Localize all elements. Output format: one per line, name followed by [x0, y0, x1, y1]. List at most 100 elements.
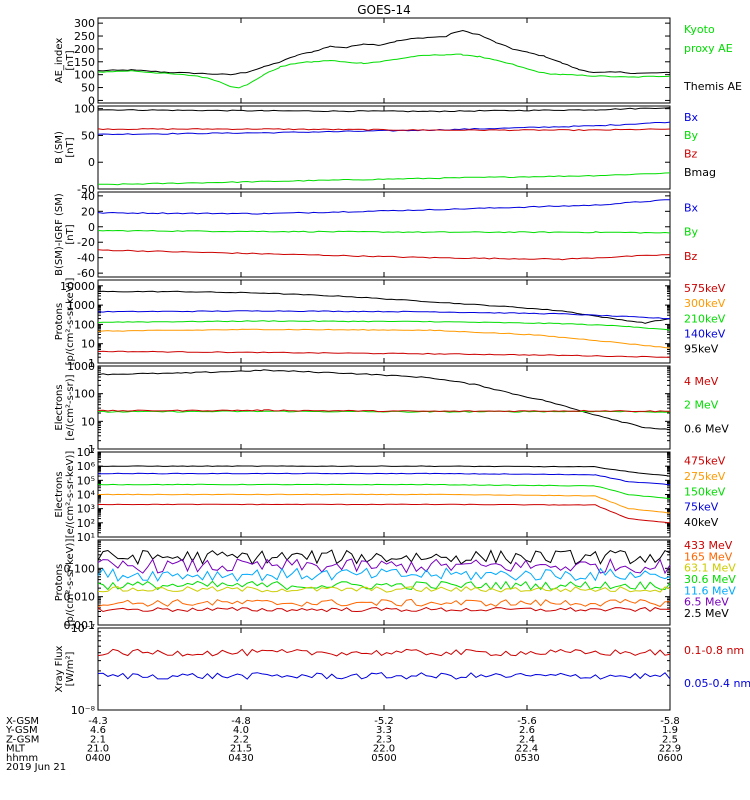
y-axis-label: Electrons [54, 471, 65, 517]
y-tick-label: 1000 [67, 299, 95, 312]
ephemeris-value: 0530 [514, 753, 539, 764]
y-tick-label: 40 [81, 190, 95, 203]
y-tick-label: 300 [74, 17, 95, 30]
series-line-6 [97, 607, 671, 613]
y-axis-label: Xray Flux [54, 645, 65, 692]
ephemeris-value: 1.9 [662, 725, 678, 736]
ephemeris-row-label: MLT [6, 744, 26, 755]
ephemeris-row-label: X-GSM [6, 716, 39, 727]
ephemeris-value: 2.1 [90, 734, 106, 745]
ephemeris-value: 0430 [228, 753, 253, 764]
series-line-5 [97, 598, 670, 608]
legend-entry: 300keV [684, 297, 726, 310]
series-line-3 [97, 328, 671, 349]
series-line-3 [97, 493, 671, 514]
y-axis-label: [p/(cm²-s-sr-keV)] [65, 278, 76, 366]
y-tick-label: 10 [81, 415, 95, 428]
y-axis-label: [e/(cm²-s-sr-keV)] [65, 451, 76, 539]
x-axis-block: X-GSM -4.3 -4.8 -5.2 -5.6 -5.8Y-GSM 4.6 4.0 3.3 2… [5, 716, 683, 773]
series-line-0 [97, 199, 670, 215]
y-tick-label: 100 [74, 103, 95, 116]
series-line-0 [97, 290, 671, 324]
legend-entry: 275keV [684, 470, 726, 483]
series-line-0 [97, 648, 671, 657]
series-line-0 [97, 465, 671, 477]
panel-xray: 10⁻⁷ 10⁻⁸ Xray Flux [W/m²] 0.1-0.8 nm 0.05-0.… [54, 622, 750, 717]
legend-entry: 0.6 MeV [684, 422, 729, 435]
legend-entry: Themis AE [683, 80, 742, 93]
legend-entry: 165 MeV [684, 550, 733, 563]
series-line-3 [97, 172, 671, 186]
series-line-4 [97, 350, 670, 358]
y-tick-label: 50 [81, 82, 95, 95]
y-tick-label: 250 [74, 30, 95, 43]
y-tick-label: 0.001 [64, 619, 96, 632]
y-tick-label: 0.100 [64, 562, 96, 575]
legend-entry: By [684, 226, 699, 239]
ephemeris-value: 22.0 [373, 744, 395, 755]
ephemeris-value: 2.5 [662, 734, 678, 745]
series-line-3 [97, 580, 671, 591]
y-tick-label: 10⁶ [77, 460, 96, 473]
series-line-1 [97, 472, 671, 486]
legend-entry: 150keV [684, 485, 726, 498]
series-line-1 [97, 672, 671, 680]
legend-entry: 475keV [684, 454, 726, 467]
ephemeris-value: 0400 [85, 753, 110, 764]
y-tick-label: 10⁷ [77, 446, 95, 459]
y-tick-label: 10⁻⁷ [71, 622, 95, 635]
y-tick-label: 10¹ [77, 531, 95, 544]
panel-protons_high: 0.100 0.010 0.001 Protons [p/(cm²-s-sr-keV)]… [54, 539, 736, 632]
series-line-0 [97, 107, 671, 113]
ephemeris-value: 2.2 [233, 734, 249, 745]
series-line-1 [97, 558, 671, 575]
y-tick-label: 20 [81, 205, 95, 218]
legend-entry: 95keV [684, 342, 719, 355]
y-axis-label: B (SM) [54, 131, 65, 164]
series-line-2 [97, 249, 671, 261]
legend-entry: 40keV [684, 516, 719, 529]
y-axis-label: [nT] [65, 137, 76, 157]
ephemeris-value: 2.4 [519, 734, 535, 745]
y-tick-label: 200 [74, 43, 95, 56]
ephemeris-value: -4.3 [88, 716, 108, 727]
panel-bsm: 100 50 0 -50 B (SM) [nT] Bx By Bz Bmag [54, 103, 716, 196]
y-axis-label: [nT] [65, 224, 76, 244]
y-tick-label: 0 [88, 221, 95, 234]
series-line-1 [97, 229, 671, 234]
panel-frame [97, 365, 671, 450]
y-tick-label: 150 [74, 56, 95, 69]
panel-frame [97, 627, 671, 711]
y-tick-label: 100 [74, 318, 95, 331]
ephemeris-value: 22.9 [659, 744, 681, 755]
series-line-2 [97, 128, 671, 132]
ephemeris-value: 0600 [657, 753, 682, 764]
series-line-0 [97, 549, 671, 566]
legend-entry: 2 MeV [684, 399, 719, 412]
y-axis-label: Protons [54, 564, 65, 601]
ephemeris-value: 4.0 [233, 725, 249, 736]
series-line-2 [97, 567, 671, 582]
series-line-1 [97, 310, 671, 320]
y-axis-label: [nT] [65, 50, 76, 70]
plot-title: GOES-14 [357, 3, 411, 17]
legend-entry: proxy AE [684, 42, 733, 55]
ephemeris-row-label: hhmm [6, 753, 38, 764]
series-line-1 [97, 53, 671, 89]
legend-entry: 140keV [684, 327, 726, 340]
y-tick-label: 10⁵ [77, 474, 95, 487]
ephemeris-value: -5.2 [374, 716, 394, 727]
legend-entry: Bx [684, 111, 699, 124]
legend-entry: 575keV [684, 282, 726, 295]
y-tick-label: 1 [88, 357, 95, 370]
ephemeris-value: 22.4 [516, 744, 538, 755]
ephemeris-value: 2.3 [376, 734, 392, 745]
legend-entry: 0.1-0.8 nm [684, 644, 744, 657]
y-tick-label: 50 [81, 129, 95, 142]
y-axis-label: AE_index [54, 38, 65, 84]
panel-frame [97, 105, 671, 190]
ephemeris-value: 21.0 [87, 744, 109, 755]
